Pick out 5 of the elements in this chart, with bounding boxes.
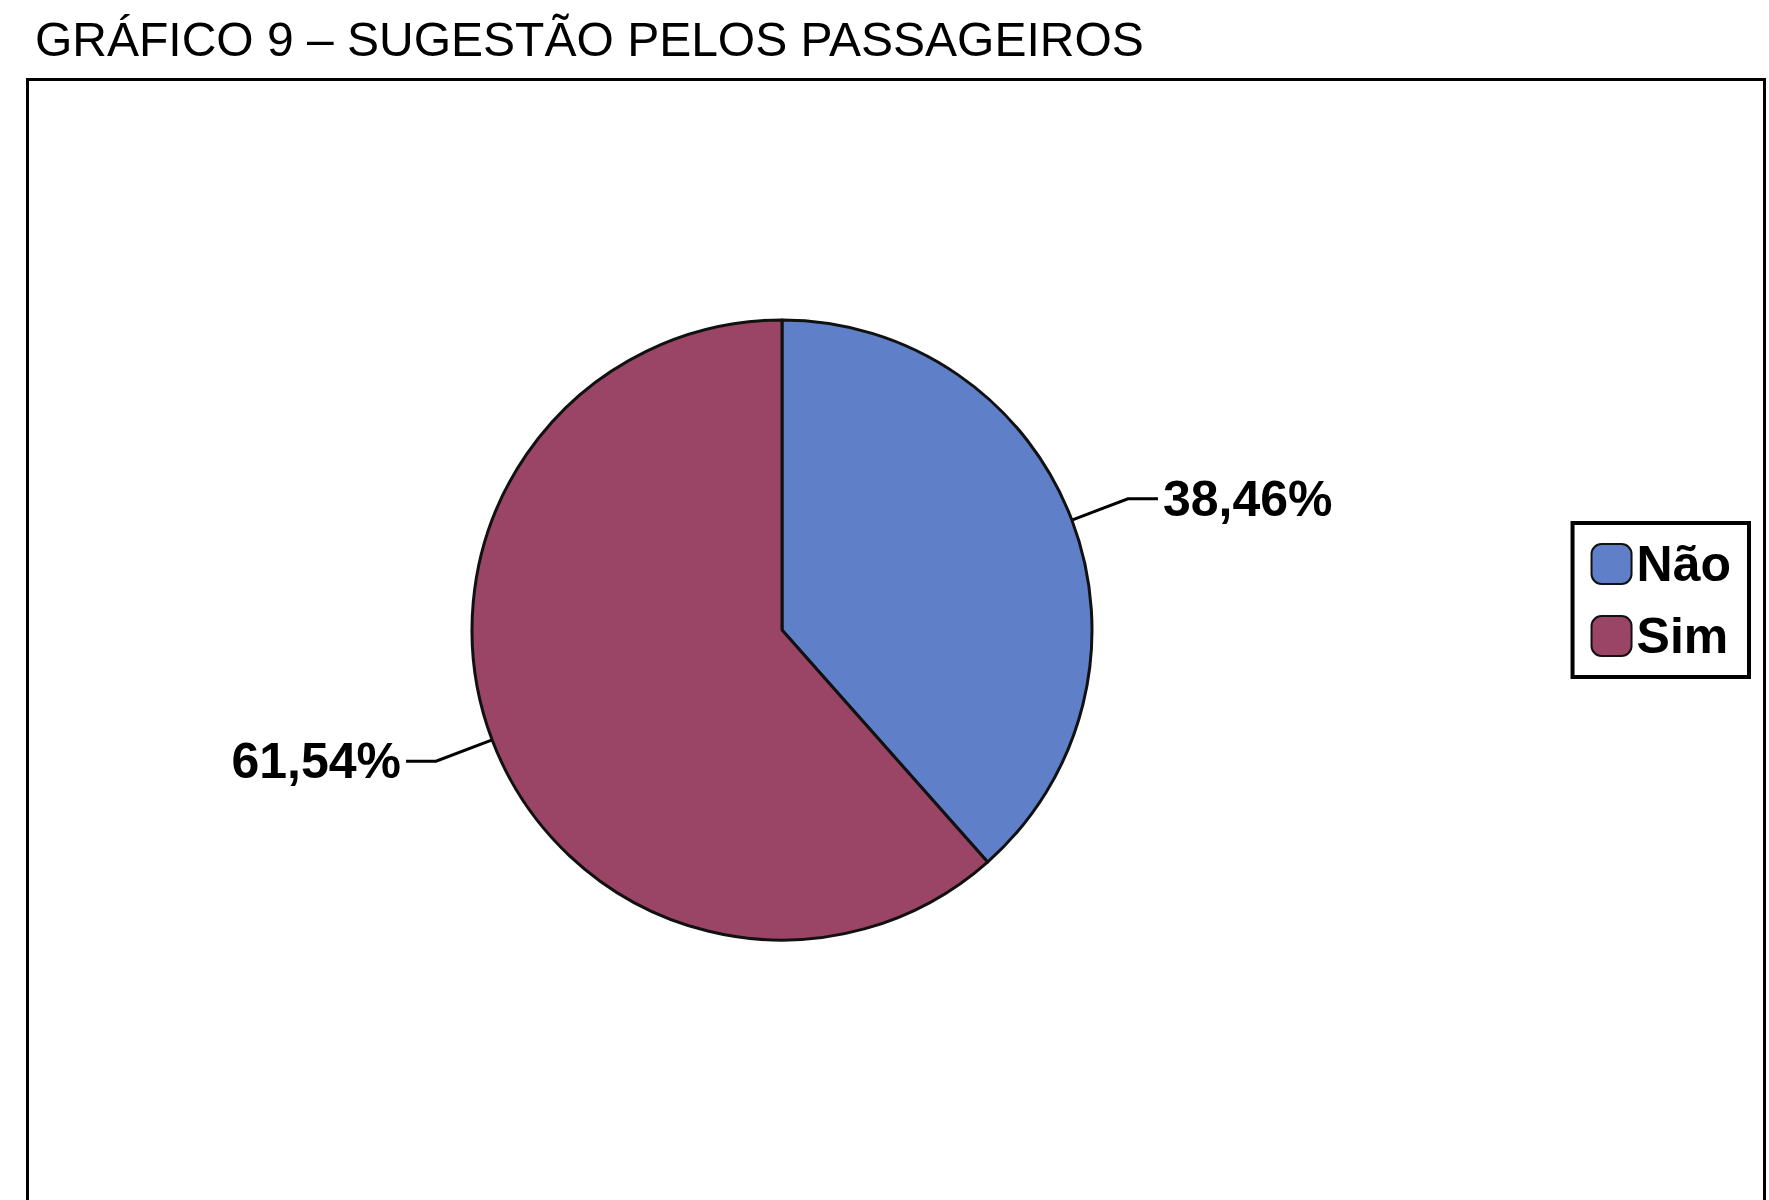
legend-label: Sim [1636,608,1729,664]
data-label: 61,54% [231,733,402,790]
data-label: 38,46% [1162,470,1333,527]
legend-label: Não [1636,536,1732,592]
chart-title: GRÁFICO 9 – SUGESTÃO PELOS PASSAGEIROS [35,12,1144,66]
